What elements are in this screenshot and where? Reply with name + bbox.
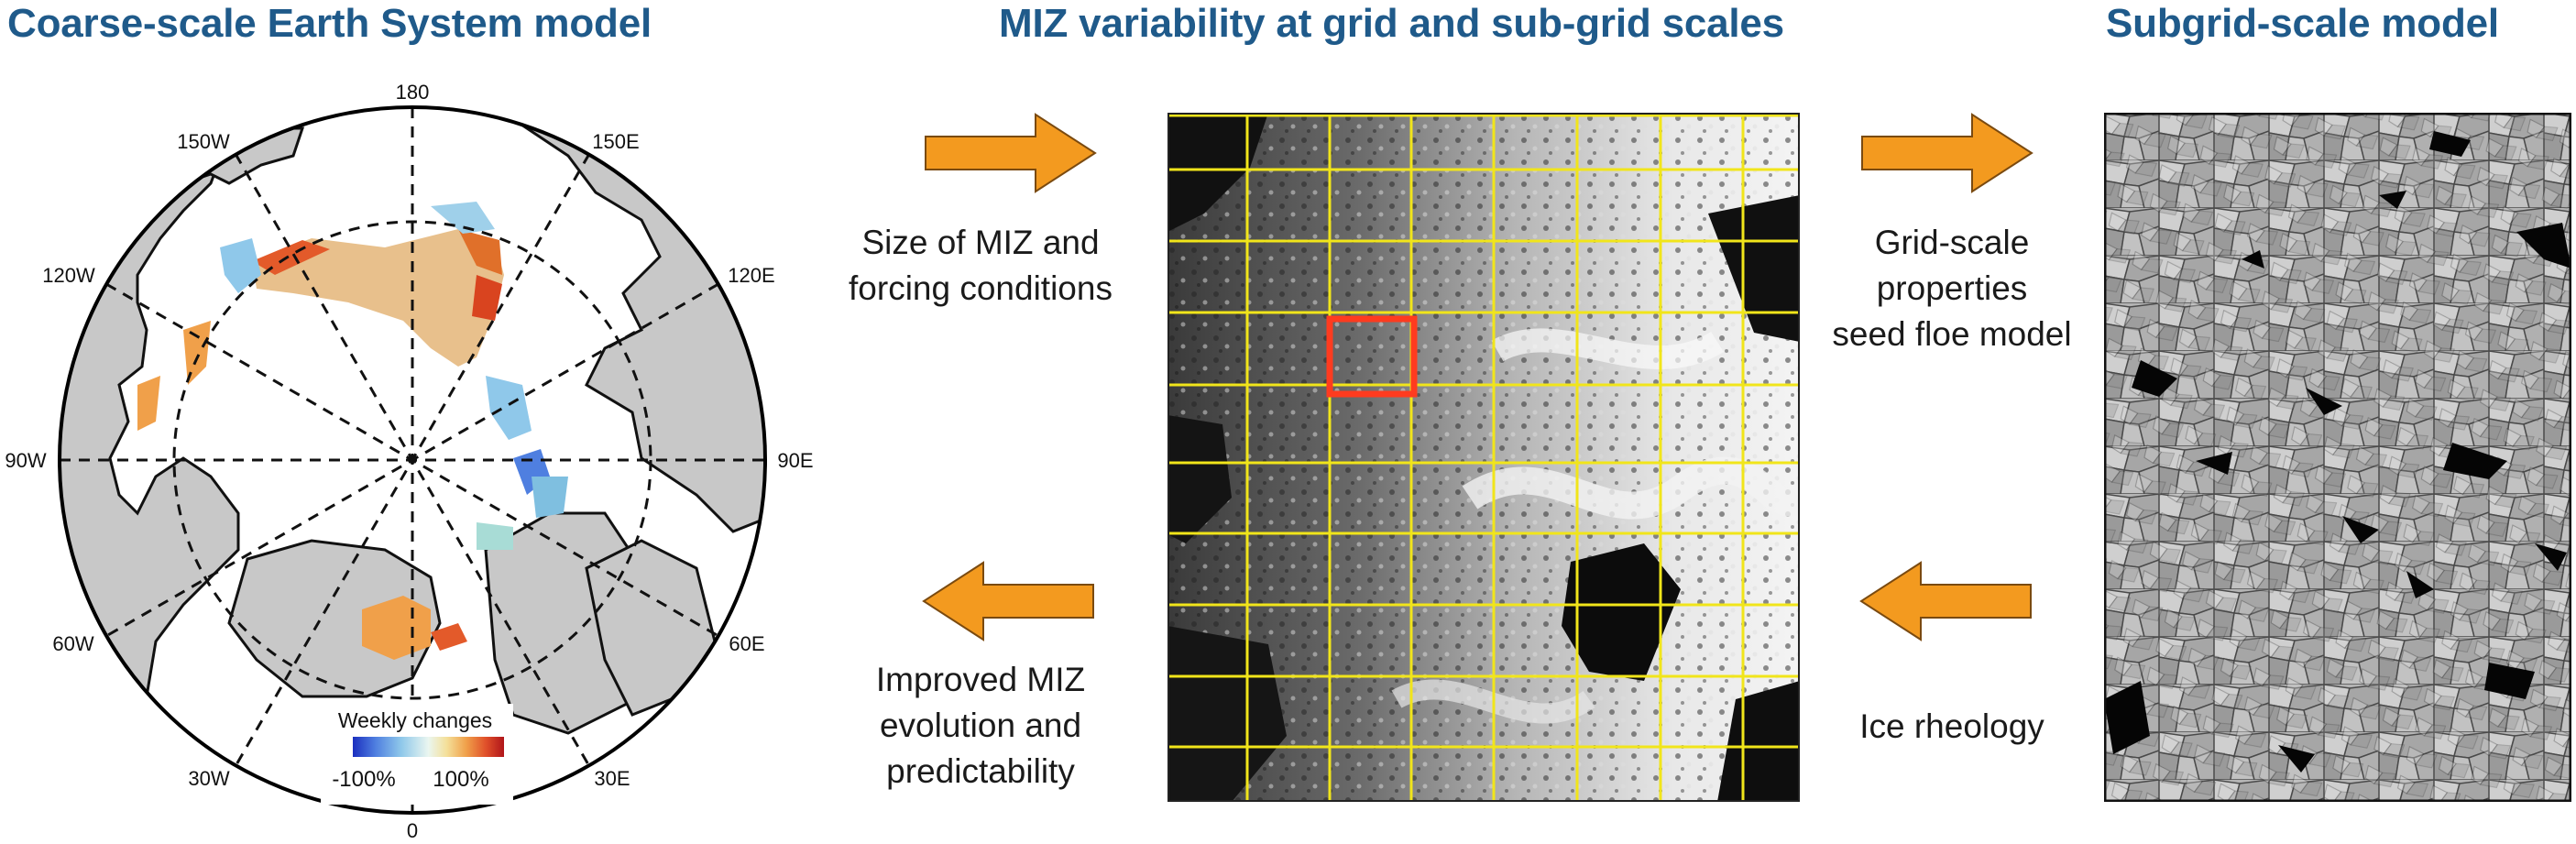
- lon-label-30w: 30W: [188, 767, 229, 790]
- caption-line: forcing conditions: [849, 269, 1113, 307]
- caption-miz-size-forcing: Size of MIZ and forcing conditions: [825, 220, 1136, 312]
- floe-model-panel: [2104, 113, 2571, 802]
- grid-overlay: [1167, 113, 1800, 802]
- caption-improved-miz: Improved MIZ evolution and predictabilit…: [825, 657, 1136, 795]
- caption-line: seed floe model: [1832, 315, 2072, 353]
- land-greenland: [227, 539, 442, 698]
- lon-label-120w: 120W: [42, 264, 95, 287]
- lon-label-150e: 150E: [592, 130, 639, 153]
- longitude-labels: 180 0 90W 90E 150W 120W 150E 120E 60W 30…: [5, 81, 813, 842]
- lon-label-90w: 90W: [5, 449, 46, 472]
- legend-colorbar: [353, 737, 504, 757]
- caption-line: Size of MIZ and: [861, 224, 1100, 261]
- arrow-right-icon: [925, 113, 1097, 193]
- arctic-polar-map: 180 0 90W 90E 150W 120W 150E 120E 60W 30…: [5, 81, 813, 842]
- lon-label-120e: 120E: [728, 264, 774, 287]
- lon-label-150w: 150W: [177, 130, 230, 153]
- title-subgrid-model: Subgrid-scale model: [2106, 1, 2499, 46]
- caption-line: evolution and: [879, 707, 1082, 744]
- arrow-right-icon: [1861, 113, 2033, 193]
- arrow-left-icon: [1859, 561, 2032, 641]
- caption-line: predictability: [886, 752, 1075, 790]
- satellite-miz-image: [1167, 113, 1800, 802]
- legend-min-label: -100%: [332, 767, 395, 792]
- lon-label-90e: 90E: [777, 449, 813, 472]
- caption-grid-scale-properties: Grid-scale properties seed floe model: [1796, 220, 2108, 357]
- caption-line: Improved MIZ: [875, 661, 1086, 698]
- caption-line: properties: [1876, 269, 2028, 307]
- arrow-left-icon: [922, 561, 1094, 641]
- highlighted-grid-cell: [1326, 315, 1418, 398]
- caption-line: Ice rheology: [1859, 707, 2044, 745]
- title-miz-variability: MIZ variability at grid and sub-grid sca…: [999, 1, 1784, 46]
- title-coarse-scale-model: Coarse-scale Earth System model: [7, 1, 652, 46]
- lon-label-60w: 60W: [52, 632, 93, 655]
- lon-label-60e: 60E: [729, 632, 764, 655]
- lon-label-30e: 30E: [594, 767, 630, 790]
- lon-label-180: 180: [396, 81, 430, 104]
- legend-title: Weekly changes: [338, 708, 492, 732]
- legend-max-label: 100%: [433, 767, 488, 792]
- caption-line: Grid-scale: [1874, 224, 2030, 261]
- caption-ice-rheology: Ice rheology: [1796, 704, 2108, 750]
- lon-label-0: 0: [407, 819, 418, 842]
